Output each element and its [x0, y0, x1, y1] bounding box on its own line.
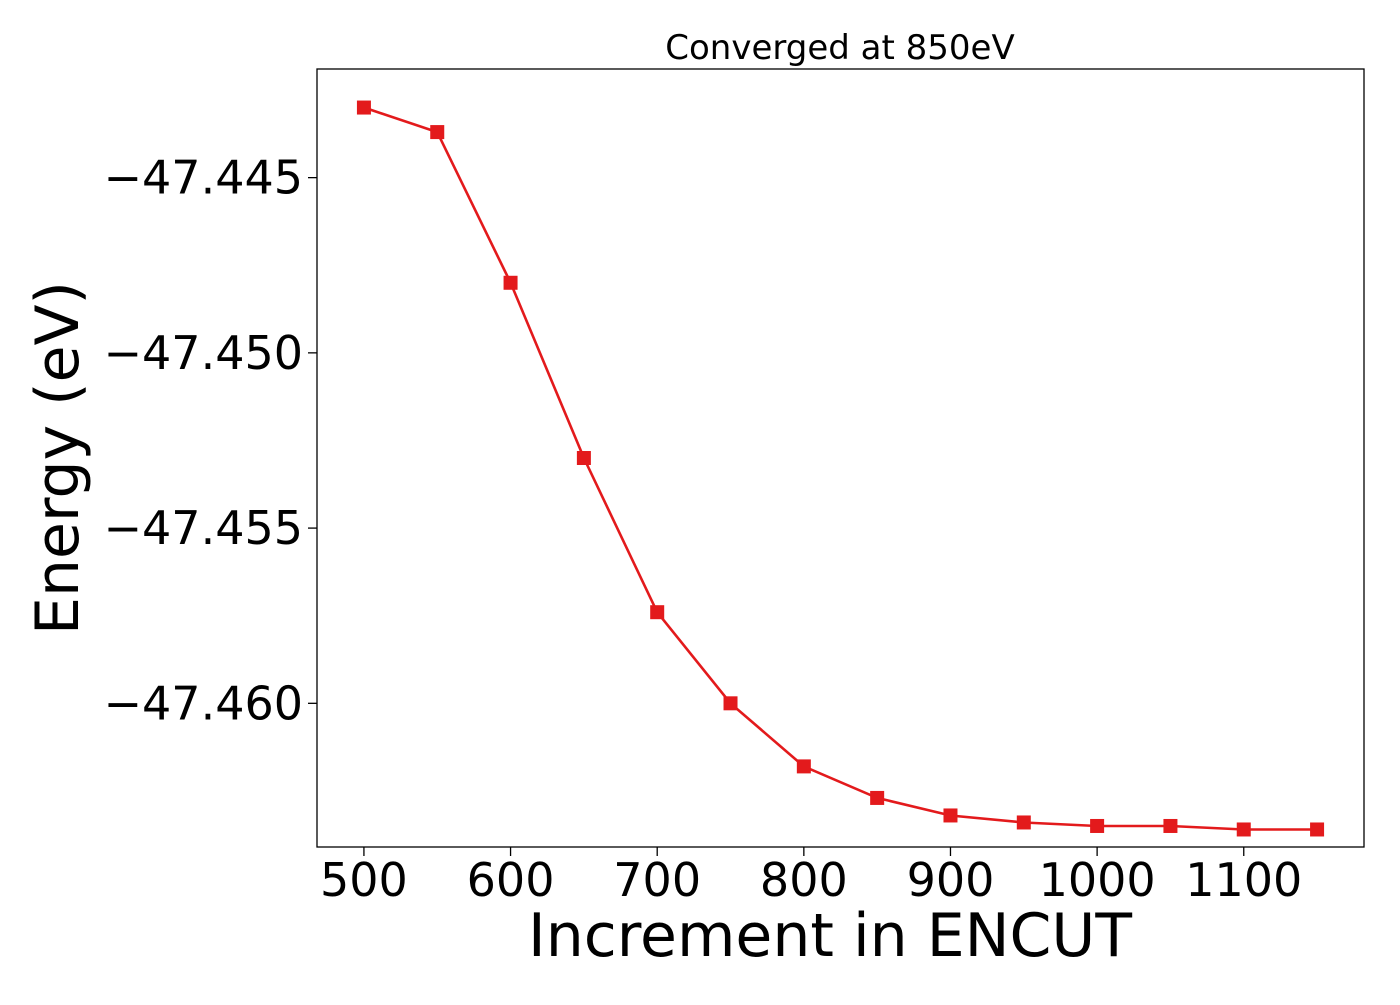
x-tick-label: 1000: [1039, 853, 1156, 907]
data-point-marker: [356, 100, 371, 115]
data-point-marker: [723, 696, 738, 711]
x-tick-label: 700: [613, 853, 701, 907]
data-point-marker: [503, 275, 518, 290]
data-point-marker: [1310, 822, 1325, 837]
data-point-marker: [1163, 818, 1178, 833]
data-point-marker: [576, 451, 591, 465]
x-axis-label: Increment in ENCUT: [528, 901, 1132, 971]
y-tick-label: −47.460: [104, 676, 304, 730]
x-axis-ticks: 500 600 700 800 900 1000 1100: [320, 847, 1302, 907]
data-point-marker: [796, 759, 811, 774]
chart-title: Converged at 850eV: [665, 28, 1014, 68]
x-tick-label: 500: [320, 853, 408, 907]
y-axis-label: Energy (eV): [23, 281, 93, 635]
data-point-marker: [870, 790, 885, 805]
data-point-marker: [1016, 815, 1031, 830]
x-tick-label: 600: [467, 853, 555, 907]
plot-frame: [316, 68, 1365, 848]
series-layer: [356, 100, 1325, 837]
x-tick-label: 1100: [1185, 853, 1302, 907]
y-tick-label: −47.455: [104, 501, 304, 555]
x-tick-label: 900: [907, 853, 995, 907]
data-point-marker: [1090, 818, 1105, 833]
data-point-marker: [1236, 822, 1251, 837]
data-point-marker: [943, 808, 958, 823]
y-axis-ticks: −47.445 −47.450 −47.455 −47.460: [104, 151, 317, 730]
series-line: [363, 106, 1318, 831]
y-tick-label: −47.450: [104, 326, 304, 380]
y-tick-label: −47.445: [104, 151, 304, 205]
data-point-marker: [430, 125, 445, 140]
data-point-marker: [650, 605, 665, 620]
x-tick-label: 800: [760, 853, 848, 907]
